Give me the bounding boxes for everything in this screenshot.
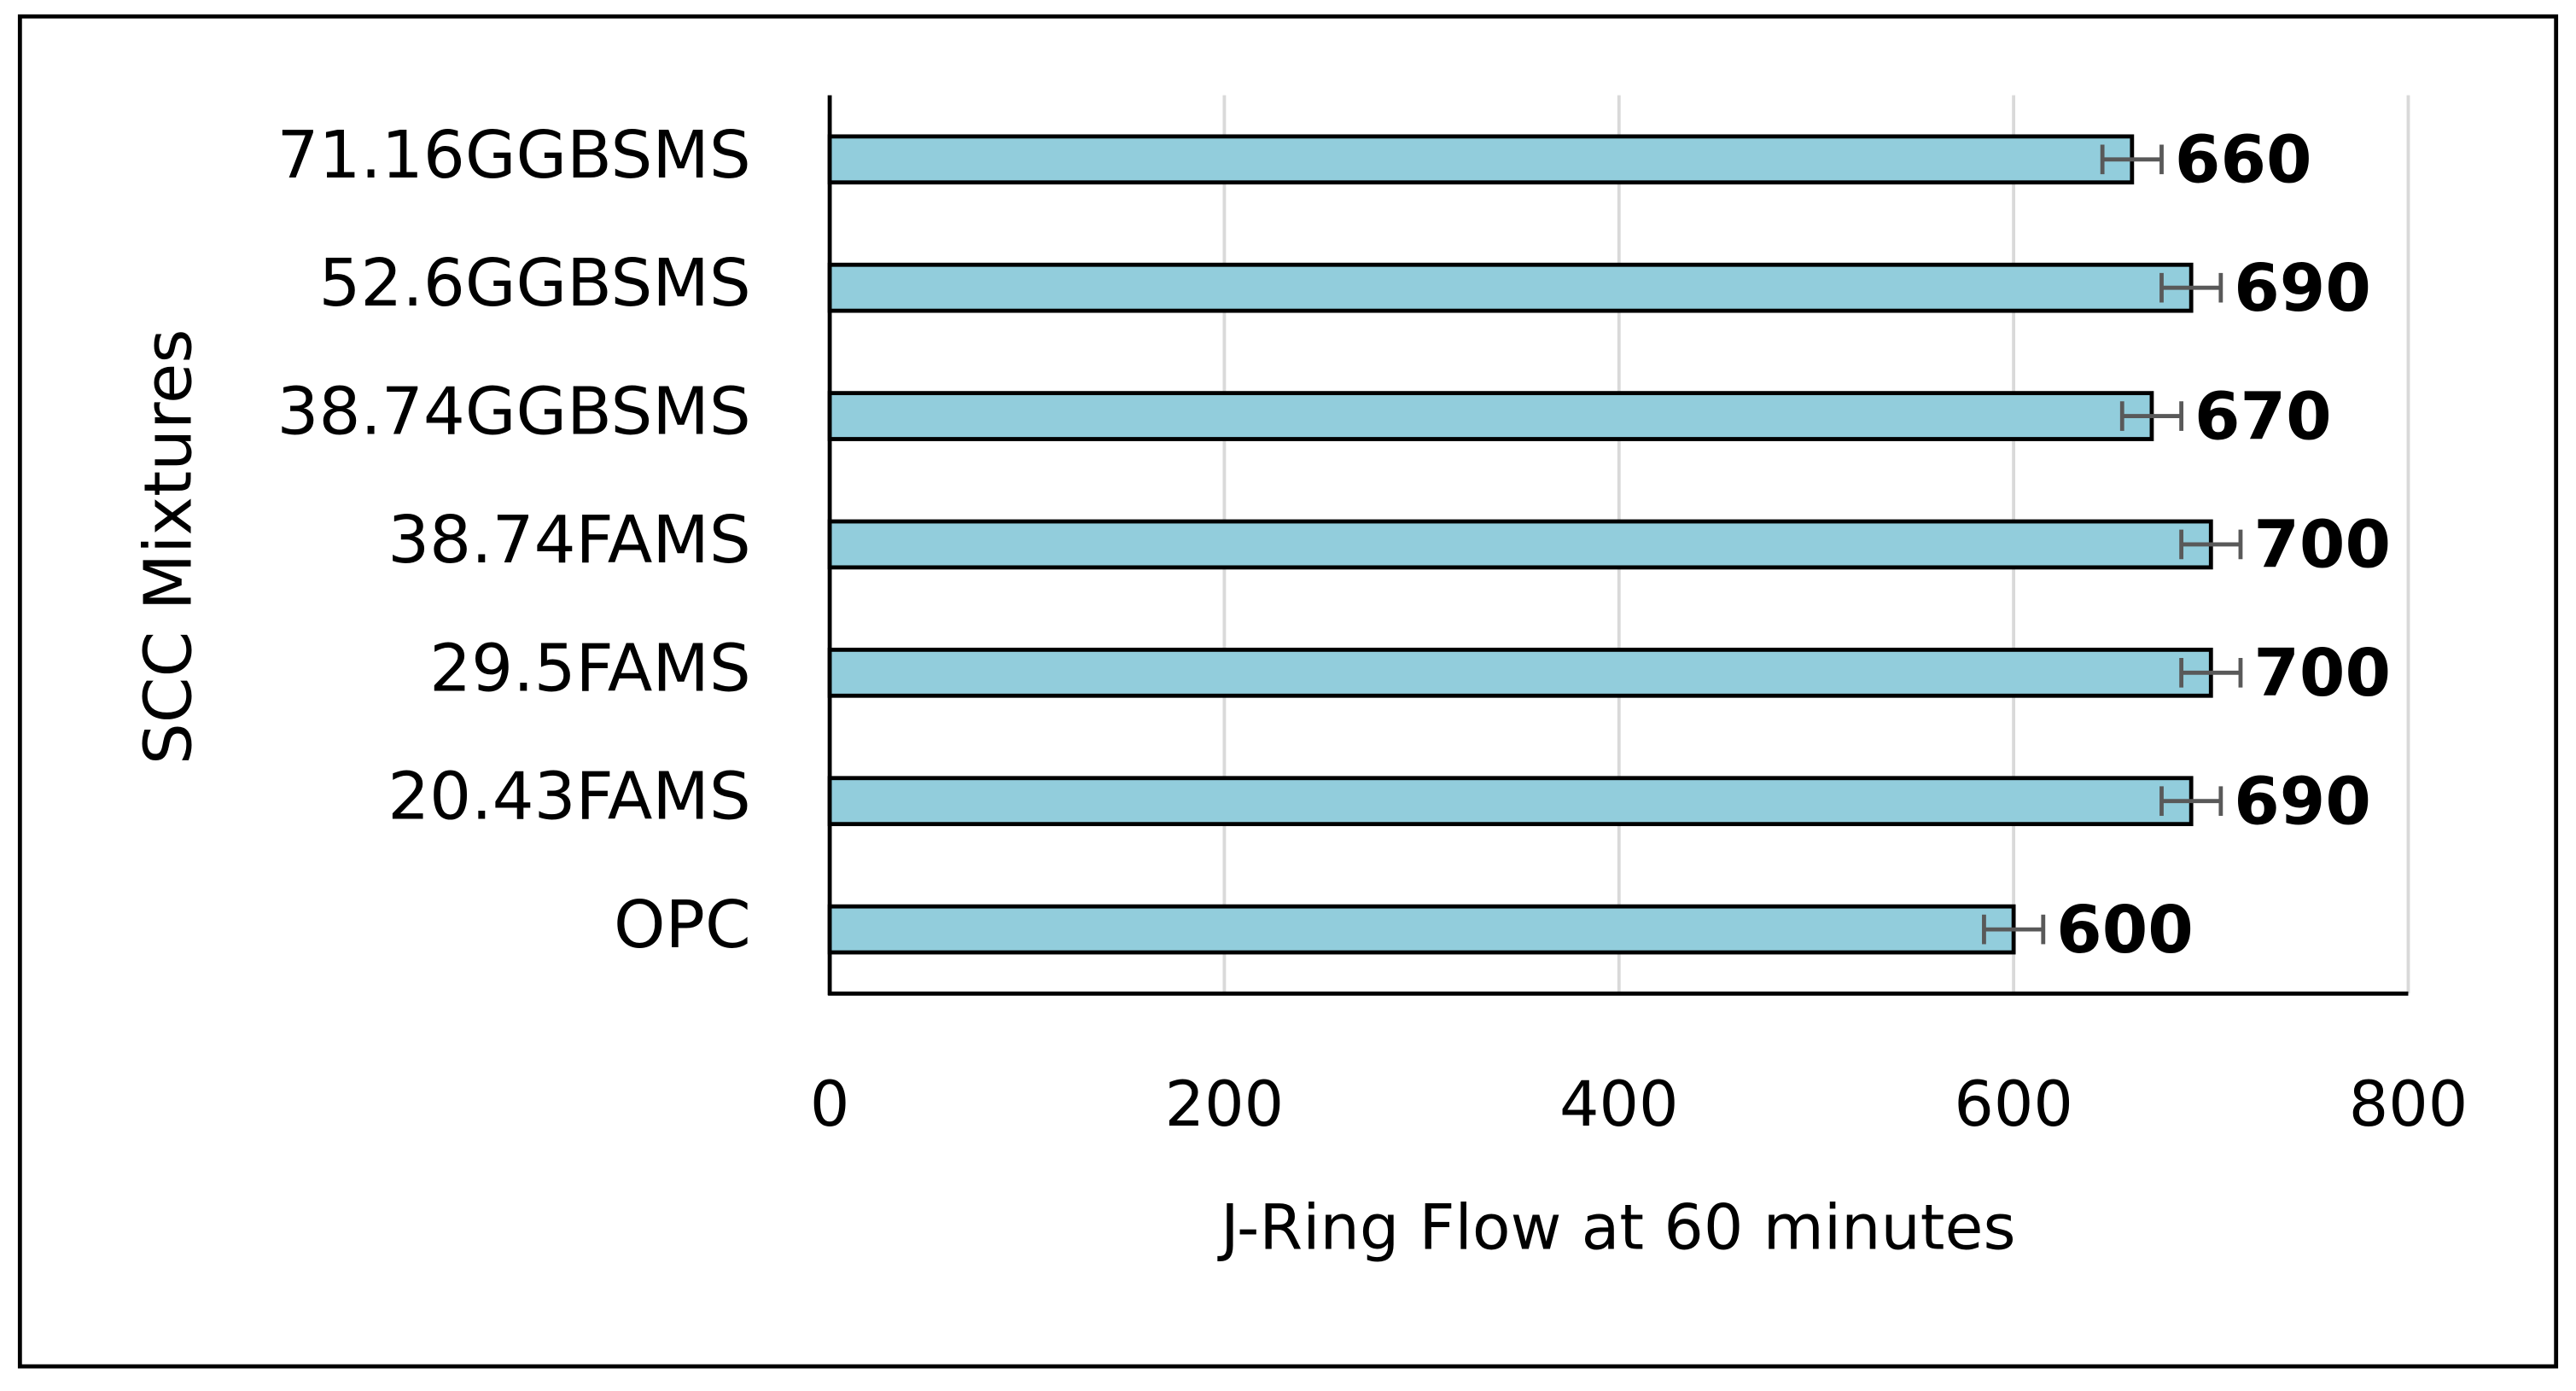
bar	[827, 904, 2016, 955]
bar	[827, 519, 2213, 570]
x-tick-label: 600	[1954, 1068, 2073, 1141]
error-bar	[2159, 786, 2223, 817]
data-label: 690	[2234, 251, 2371, 327]
bar	[827, 262, 2194, 313]
y-tick-label: 52.6GGBSMS	[318, 246, 750, 322]
error-bar	[1982, 914, 2046, 945]
error-bar	[2119, 401, 2184, 431]
x-axis-title: J-Ring Flow at 60 minutes	[1217, 1191, 2015, 1264]
data-label: 690	[2234, 764, 2371, 840]
error-bar	[2159, 272, 2223, 303]
error-bar	[2100, 144, 2164, 175]
y-tick-label: 20.43FAMS	[388, 760, 750, 835]
y-tick-label: 29.5FAMS	[429, 631, 751, 707]
error-bar	[2179, 658, 2243, 688]
bar	[827, 647, 2213, 698]
bar	[827, 134, 2135, 185]
x-tick-label: 0	[810, 1068, 850, 1141]
data-label: 660	[2175, 123, 2312, 199]
y-tick-label: 71.16GGBSMS	[277, 118, 750, 194]
y-axis-title: SCC Mixtures	[131, 329, 207, 765]
y-tick-label: 38.74FAMS	[388, 503, 750, 579]
data-label: 670	[2194, 379, 2332, 455]
x-tick-label: 400	[1559, 1068, 1679, 1141]
bar	[827, 776, 2194, 827]
y-tick-label: 38.74GGBSMS	[277, 375, 750, 451]
x-tick-label: 800	[2349, 1068, 2468, 1141]
data-label: 700	[2253, 508, 2391, 584]
bar	[827, 391, 2154, 441]
data-label: 700	[2253, 636, 2391, 712]
x-tick-label: 200	[1165, 1068, 1285, 1141]
error-bar	[2179, 529, 2243, 560]
y-tick-label: OPC	[614, 888, 751, 963]
data-label: 600	[2056, 893, 2194, 969]
